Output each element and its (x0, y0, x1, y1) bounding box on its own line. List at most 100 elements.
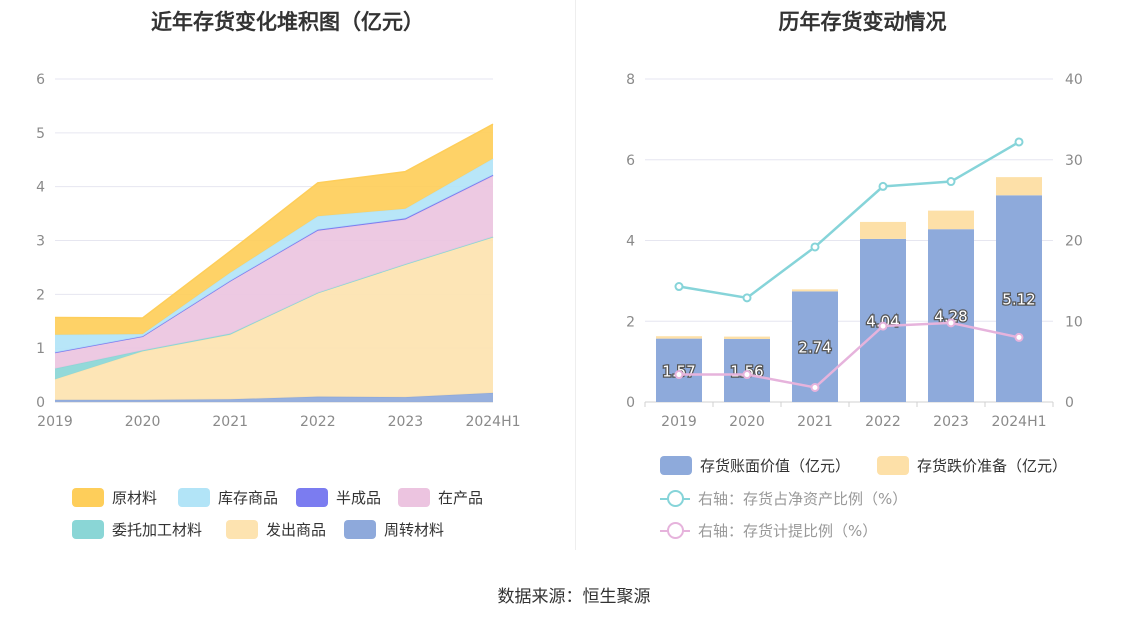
x-tick-label: 2021 (212, 414, 248, 430)
area-series (55, 236, 493, 380)
legend-label: 发出商品 (266, 521, 327, 539)
bar-data-label: 2.74 (798, 339, 831, 357)
y-tick-label: 4 (36, 180, 45, 196)
line-point (810, 242, 820, 252)
x-tick-label: 2022 (865, 414, 901, 430)
legend-swatch (296, 488, 328, 507)
y-tick-label: 6 (36, 72, 45, 88)
legend-swatch (398, 488, 430, 507)
x-tick-label: 2019 (37, 414, 73, 430)
right-chart-title: 历年存货变动情况 (778, 10, 947, 34)
legend-label: 委托加工材料 (112, 521, 203, 539)
bar (928, 229, 974, 402)
bar (792, 289, 838, 292)
x-tick-label: 2024H1 (991, 414, 1046, 430)
y-tick-label: 6 (626, 153, 635, 169)
legend-swatch (344, 520, 376, 539)
legend-swatch (226, 520, 258, 539)
line-series (679, 321, 1020, 389)
x-tick-label: 2024H1 (465, 414, 520, 430)
legend-label: 原材料 (112, 489, 158, 507)
legend-swatch (660, 489, 690, 508)
y-tick-label: 1 (36, 341, 45, 357)
x-tick-label: 2023 (388, 414, 424, 430)
legend-label: 存货账面价值（亿元） (700, 457, 851, 475)
legend-item[interactable]: 委托加工材料 (72, 519, 202, 540)
y-tick-label: 2 (626, 314, 635, 330)
legend-item[interactable]: 存货账面价值（亿元） (660, 455, 850, 476)
legend-swatch (178, 488, 210, 507)
legend-item[interactable]: 半成品 (296, 487, 381, 508)
line-point (810, 382, 820, 392)
line-point (742, 370, 752, 380)
area-series-edge (54, 123, 494, 319)
bar (996, 177, 1042, 196)
legend-label: 在产品 (438, 489, 484, 507)
bar-data-label: 4.28 (934, 308, 967, 326)
bar-data-label: 5.12 (1002, 291, 1035, 309)
legend-item[interactable]: 发出商品 (226, 519, 326, 540)
legend-swatch (660, 456, 692, 475)
x-tick-label: 2021 (797, 414, 833, 430)
y-tick-label: 4 (626, 234, 635, 250)
line-point (878, 181, 888, 191)
legend-swatch (660, 521, 690, 540)
left-chart-panel: 近年存货变化堆积图（亿元） 0 1 2 3 4 5 6 2019 2020 2021 2022 202… (0, 0, 575, 550)
line-point (742, 293, 752, 303)
bar-line-combo-chart: 0 2 4 6 8 0 10 20 30 40 2019 2020 2021 2022 2023 2024H1… (626, 72, 1083, 430)
bar (860, 221, 906, 239)
x-tick-label: 2019 (661, 414, 697, 430)
right-chart-panel: 历年存货变动情况 0 2 4 6 8 0 10 20 30 40 2019 2020 2021 2022 2… (577, 0, 1148, 550)
area-series (55, 236, 493, 400)
legend-label: 半成品 (336, 489, 382, 507)
line-point (1014, 137, 1024, 147)
line-point (946, 318, 956, 328)
line-point (1014, 332, 1024, 342)
line-point (946, 177, 956, 187)
line-point (674, 282, 684, 292)
data-source-text: 数据来源：恒生聚源 (497, 587, 651, 607)
y2-tick-label: 40 (1065, 72, 1083, 88)
legend-item[interactable]: 原材料 (72, 487, 157, 508)
legend-swatch (72, 520, 104, 539)
bar (724, 336, 770, 340)
x-tick-label: 2020 (729, 414, 765, 430)
legend-item[interactable]: 存货跌价准备（亿元） (877, 455, 1067, 476)
legend-item[interactable]: 周转材料 (344, 519, 444, 540)
y2-tick-label: 10 (1065, 314, 1083, 330)
y2-tick-label: 0 (1065, 395, 1074, 411)
area-series (55, 175, 493, 369)
y-tick-label: 0 (36, 395, 45, 411)
x-tick-label: 2020 (125, 414, 161, 430)
left-chart-title: 近年存货变化堆积图（亿元） (151, 10, 424, 34)
legend-label: 右轴：存货计提比例（%） (698, 522, 878, 540)
y-tick-label: 5 (36, 126, 45, 142)
legend-item[interactable]: 右轴：存货计提比例（%） (660, 520, 877, 541)
bar (928, 210, 974, 230)
line-point (674, 370, 684, 380)
line-series (678, 140, 1020, 300)
legend-label: 存货跌价准备（亿元） (917, 457, 1068, 475)
legend-item[interactable]: 库存商品 (178, 487, 278, 508)
bar (656, 336, 702, 339)
legend-label: 周转材料 (384, 521, 445, 539)
legend-swatch (877, 456, 909, 475)
y-tick-label: 8 (626, 72, 635, 88)
panel-divider (575, 0, 576, 550)
legend-label: 库存商品 (218, 489, 279, 507)
line-point (878, 321, 888, 331)
area-series (55, 124, 493, 335)
x-tick-label: 2023 (933, 414, 969, 430)
y-tick-label: 3 (36, 234, 45, 250)
y2-tick-label: 20 (1065, 234, 1083, 250)
y2-tick-label: 30 (1065, 153, 1083, 169)
y-tick-label: 0 (626, 395, 635, 411)
legend-label: 右轴：存货占净资产比例（%） (698, 490, 908, 508)
stacked-area-chart: 0 1 2 3 4 5 6 2019 2020 2021 2022 2023 2024H1 (36, 72, 520, 430)
y-tick-label: 2 (36, 287, 45, 303)
bar (996, 195, 1042, 402)
legend-item[interactable]: 在产品 (398, 487, 483, 508)
legend-item[interactable]: 右轴：存货占净资产比例（%） (660, 488, 907, 509)
legend-swatch (72, 488, 104, 507)
x-tick-label: 2022 (300, 414, 336, 430)
